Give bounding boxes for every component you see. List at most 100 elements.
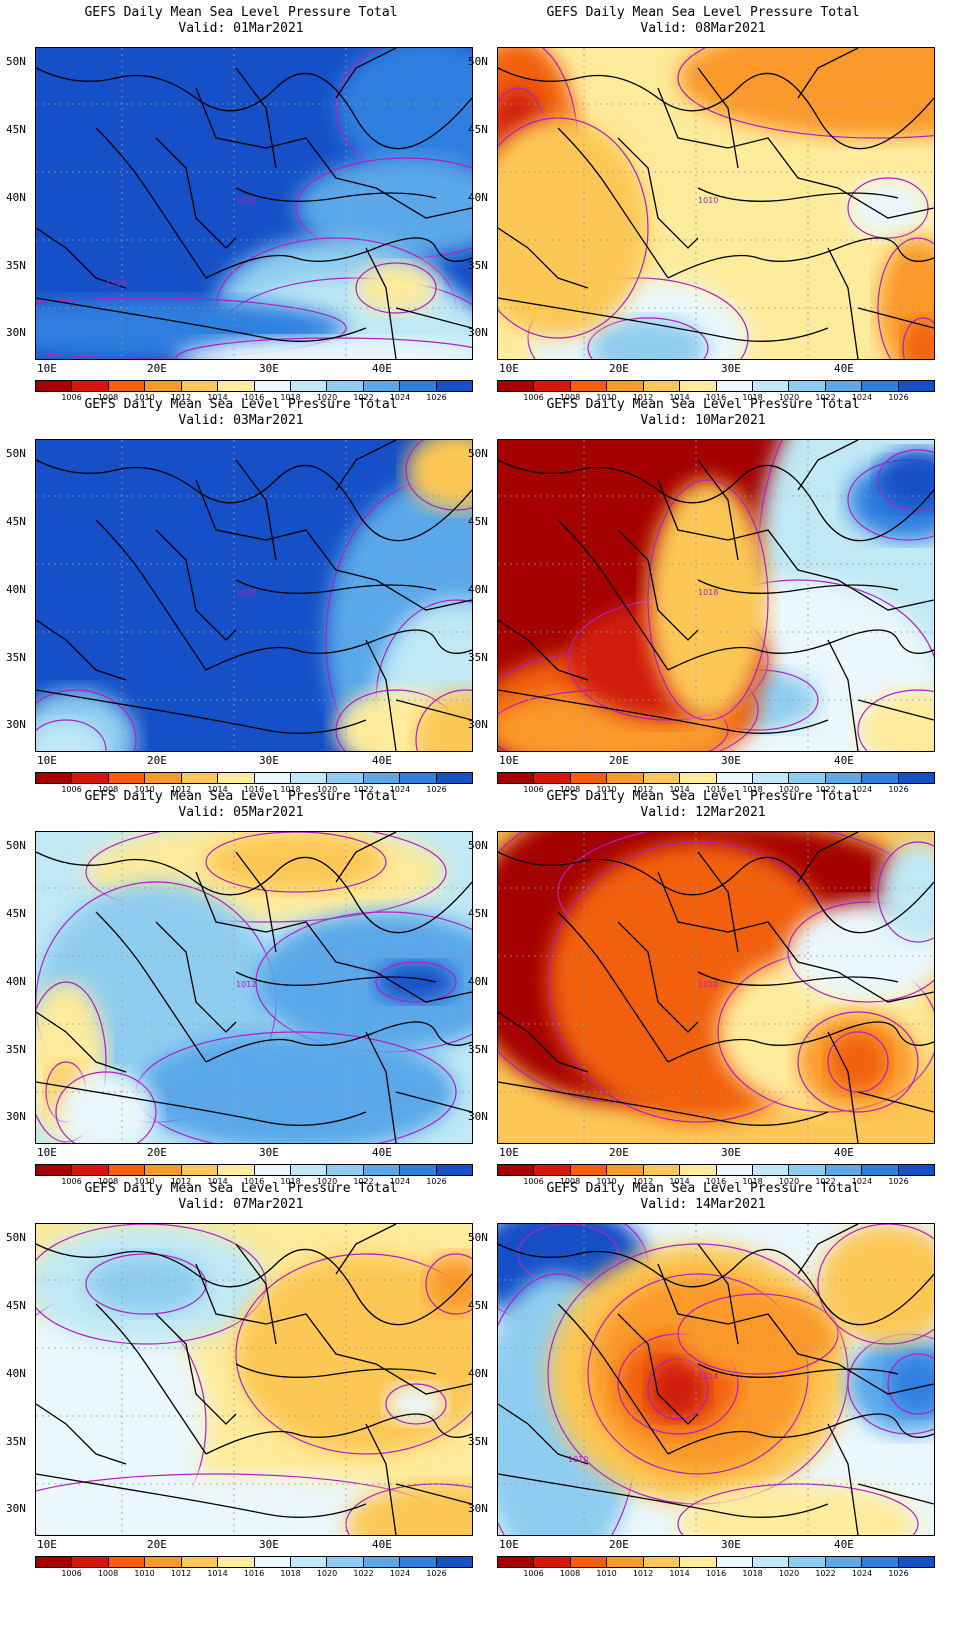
isobar-label: 1028: [106, 279, 126, 288]
colorbar-swatch: [498, 381, 535, 391]
coastline: [657, 1263, 934, 1395]
colorbar-label: 1010: [596, 1177, 617, 1186]
colorbar-swatch: [607, 1165, 644, 1175]
colorbar-label: 1006: [61, 1569, 82, 1578]
coastline: [155, 137, 237, 249]
longitude-label: 30E: [721, 1146, 741, 1159]
colorbar-label: 1024: [851, 393, 873, 402]
coastline: [155, 921, 237, 1033]
longitude-label: 40E: [834, 362, 854, 375]
isobar: [355, 262, 437, 314]
coastline: [205, 237, 472, 279]
colorbar-swatch: [218, 773, 255, 783]
colorbar-swatch: [534, 1165, 571, 1175]
coastline: [667, 237, 934, 279]
coastline: [557, 1303, 669, 1455]
coastline: [36, 67, 472, 150]
isobar: [587, 317, 709, 359]
isobar: [647, 479, 769, 721]
colorbar-label: 1010: [596, 785, 617, 794]
latitude-label: 40N: [468, 191, 488, 204]
coastline: [827, 639, 859, 751]
map-area: 1010: [497, 47, 935, 360]
colorbar-swatch: [862, 1165, 899, 1175]
pressure-area: [518, 1224, 618, 1284]
longitude-label: 20E: [147, 1538, 167, 1551]
colorbar-swatch: [363, 773, 401, 783]
colorbar-label: 1016: [705, 1569, 727, 1578]
map-area: 1036: [35, 439, 473, 752]
colorbar-label: 1006: [523, 1177, 544, 1186]
colorbar-swatch: [789, 381, 826, 391]
pressure-area: [426, 1254, 472, 1314]
coastline: [95, 911, 207, 1063]
isobar: [36, 297, 347, 359]
coastline: [827, 1031, 859, 1143]
coastline: [36, 1081, 367, 1126]
latitude-label: 35N: [6, 1043, 26, 1056]
colorbar-label: 1024: [389, 1569, 411, 1578]
coastline: [335, 48, 397, 99]
colorbar-label: 1022: [815, 393, 836, 402]
coastline: [235, 1243, 277, 1345]
colorbar-label: 1012: [632, 785, 654, 794]
coastline: [557, 519, 669, 671]
longitude-label: 20E: [609, 754, 629, 767]
colorbar-label: 1024: [389, 393, 411, 402]
colorbar-label: 1016: [243, 393, 265, 402]
colorbar-label: 1018: [742, 785, 763, 794]
map-area: 1018: [497, 439, 935, 752]
colorbar-label: 1008: [97, 1177, 119, 1186]
longitude-label: 30E: [721, 754, 741, 767]
colorbar-label: 1008: [559, 393, 581, 402]
colorbar-swatch: [254, 1165, 291, 1175]
panel-title: GEFS Daily Mean Sea Level Pressure Total: [84, 1181, 398, 1196]
colorbar-swatch: [789, 1165, 826, 1175]
coastline: [697, 1243, 739, 1345]
coastline: [36, 619, 127, 681]
coastline: [95, 1303, 207, 1455]
pressure-field: 1036: [36, 440, 472, 751]
panel-valid-date: Valid: 14Mar2021: [640, 1197, 766, 1212]
latitude-label: 30N: [6, 1110, 26, 1123]
colorbar-swatch: [752, 381, 790, 391]
colorbar-label: 1006: [523, 1569, 544, 1578]
panel-title: GEFS Daily Mean Sea Level Pressure Total: [546, 397, 860, 412]
coastline: [498, 1011, 589, 1073]
pressure-field: 1018: [498, 440, 934, 751]
colorbar-swatch: [363, 1165, 401, 1175]
pressure-area: [36, 720, 106, 751]
map-panel: GEFS Daily Mean Sea Level Pressure Total…: [462, 392, 944, 802]
colorbar-swatch: [534, 381, 571, 391]
pressure-area: [878, 450, 934, 510]
pressure-area: [36, 1474, 436, 1535]
map-area: [35, 1223, 473, 1536]
coastline: [617, 529, 699, 641]
colorbar-label: 1022: [815, 1177, 836, 1186]
colorbar-swatch: [643, 1557, 681, 1567]
coastline: [95, 519, 207, 671]
colorbar-swatch: [498, 773, 535, 783]
coastline: [335, 440, 397, 491]
longitude-label: 30E: [259, 754, 279, 767]
colorbar-swatch: [789, 1557, 826, 1567]
coastline: [857, 699, 934, 721]
colorbar-swatch: [400, 1557, 437, 1567]
colorbar-label: 1012: [170, 785, 192, 794]
isobar: [36, 719, 107, 751]
coastline: [498, 297, 829, 342]
pressure-area: [903, 318, 934, 359]
colorbar-swatch: [254, 1557, 291, 1567]
colorbar-swatch: [716, 773, 753, 783]
colorbar-swatch: [36, 1165, 73, 1175]
colorbar-swatch: [680, 1165, 717, 1175]
colorbar-swatch: [327, 1165, 364, 1175]
colorbar-swatch: [181, 773, 219, 783]
latitude-label: 40N: [6, 1367, 26, 1380]
longitude-label: 10E: [37, 362, 57, 375]
coastline: [667, 629, 934, 671]
colorbar-swatch: [400, 381, 437, 391]
coastline: [36, 1243, 472, 1326]
panel-valid-date: Valid: 12Mar2021: [640, 805, 766, 820]
latitude-label: 40N: [468, 1367, 488, 1380]
